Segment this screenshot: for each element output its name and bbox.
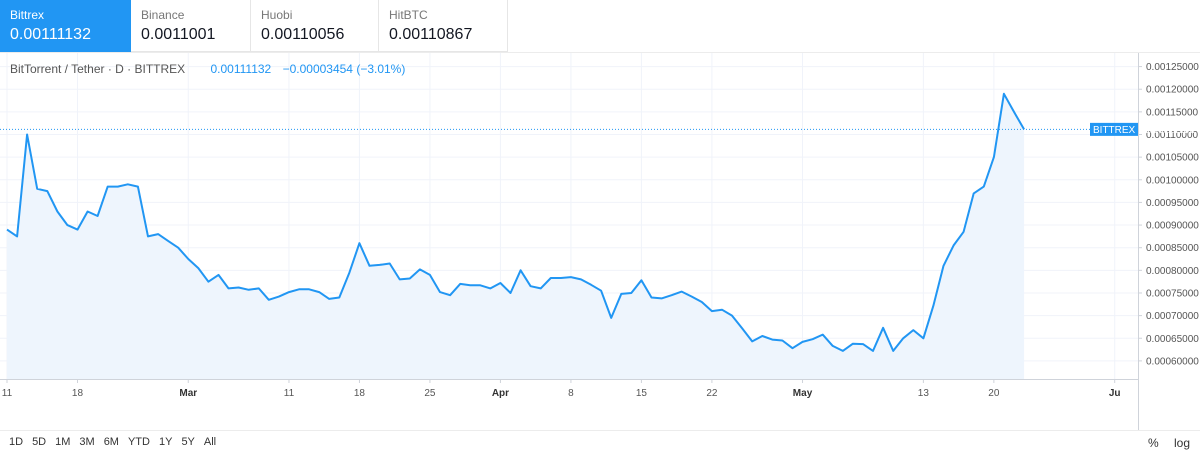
- last-price-tag-bg: [1090, 122, 1138, 136]
- exchange-name: Bittrex: [10, 8, 45, 22]
- range-1m-button[interactable]: 1M: [55, 436, 71, 448]
- exchange-price: 0.00110867: [389, 26, 473, 43]
- percent-scale-toggle[interactable]: %: [1147, 436, 1159, 450]
- x-tick-label: 25: [424, 388, 436, 399]
- last-price-tag: BITTREX · 0.00111132: [1090, 122, 1195, 136]
- exchange-tab-bittrex[interactable]: Bittrex 0.00111132: [0, 0, 131, 52]
- range-ytd-button[interactable]: YTD: [127, 436, 150, 448]
- range-1d-button[interactable]: 1D: [9, 436, 24, 448]
- y-tick-label: 0.00085000: [1146, 243, 1199, 254]
- scale-options: % log: [1136, 436, 1190, 450]
- y-tick-label: 0.00115000: [1146, 107, 1199, 118]
- exchange-price: 0.00110056: [261, 26, 345, 43]
- range-3m-button[interactable]: 3M: [79, 436, 95, 448]
- y-tick-label: 0.00095000: [1146, 198, 1199, 209]
- x-tick-label: 11: [2, 388, 13, 399]
- range-6m-button[interactable]: 6M: [103, 436, 119, 448]
- x-tick-label: 18: [354, 388, 366, 399]
- x-tick-label: 11: [284, 388, 295, 399]
- exchange-name: Binance: [141, 8, 185, 22]
- y-tick-label: 0.00110000: [1146, 130, 1199, 141]
- range-1y-button[interactable]: 1Y: [158, 436, 173, 448]
- y-tick-label: 0.00075000: [1146, 288, 1199, 299]
- y-tick-label: 0.00070000: [1146, 311, 1199, 322]
- x-tick-label: Mar: [179, 388, 197, 399]
- price-area: [7, 93, 1025, 380]
- exchange-tab-hitbtc[interactable]: HitBTC 0.00110867: [379, 0, 508, 52]
- exchange-name: Huobi: [261, 8, 293, 22]
- range-5d-button[interactable]: 5D: [32, 436, 47, 448]
- price-axis: 0.00060000 0.00065000 0.00070000 0.00075000…: [1138, 62, 1199, 367]
- exchange-name: HitBTC: [389, 8, 428, 22]
- y-tick-label: 0.00120000: [1146, 85, 1199, 96]
- price-change: −0.00003454 (−3.01%): [282, 62, 406, 76]
- bottom-divider: [0, 430, 1200, 431]
- x-tick-label: 18: [72, 388, 84, 399]
- exchange-tab-huobi[interactable]: Huobi 0.00110056: [251, 0, 379, 52]
- y-tick-label: 0.00125000: [1146, 62, 1199, 73]
- price-line: [6, 92, 1025, 352]
- tabs-divider: [0, 52, 1200, 53]
- y-tick-label: 0.00100000: [1146, 175, 1199, 186]
- y-tick-label: 0.00090000: [1146, 221, 1199, 232]
- log-scale-toggle[interactable]: log: [1173, 436, 1190, 450]
- exchange-tabs: Bittrex 0.00111132 Binance 0.0011001 Huo…: [0, 0, 508, 52]
- x-tick-label: Apr: [492, 388, 509, 399]
- price-chart[interactable]: 0.00060000 0.00065000 0.00070000 0.00075000…: [0, 53, 1200, 430]
- y-tick-label: 0.00105000: [1146, 153, 1199, 164]
- range-selector: 1D 5D 1M 3M 6M YTD 1Y 5Y All: [9, 436, 225, 448]
- exchange-price: 0.0011001: [141, 26, 216, 43]
- x-tick-label: 8: [568, 388, 574, 399]
- range-5y-button[interactable]: 5Y: [181, 436, 195, 448]
- x-tick-label: May: [793, 388, 813, 399]
- y-tick-label: 0.00065000: [1146, 334, 1199, 345]
- x-tick-label: 13: [918, 388, 930, 399]
- y-tick-label: 0.00060000: [1146, 356, 1199, 367]
- exchange-price: 0.00111132: [10, 26, 91, 43]
- x-tick-label: 20: [988, 388, 1000, 399]
- x-tick-label: Ju: [1109, 388, 1121, 399]
- y-tick-label: 0.00080000: [1146, 266, 1199, 277]
- x-tick-label: 22: [706, 388, 718, 399]
- symbol-legend: BitTorrent / Tether · D · BITTREX 0.0011…: [10, 62, 405, 76]
- exchange-tab-binance[interactable]: Binance 0.0011001: [131, 0, 251, 52]
- last-price-tag-label: BITTREX · 0.00111132: [1093, 125, 1195, 136]
- symbol-title: BitTorrent / Tether · D · BITTREX: [10, 62, 186, 76]
- time-axis: 11 18 Mar 11 18 25 Apr 8 15 22 May 13 20 Ju: [2, 379, 1121, 399]
- range-all-button[interactable]: All: [203, 436, 217, 448]
- x-tick-label: 15: [636, 388, 648, 399]
- last-price-value: 0.00111132: [210, 62, 272, 76]
